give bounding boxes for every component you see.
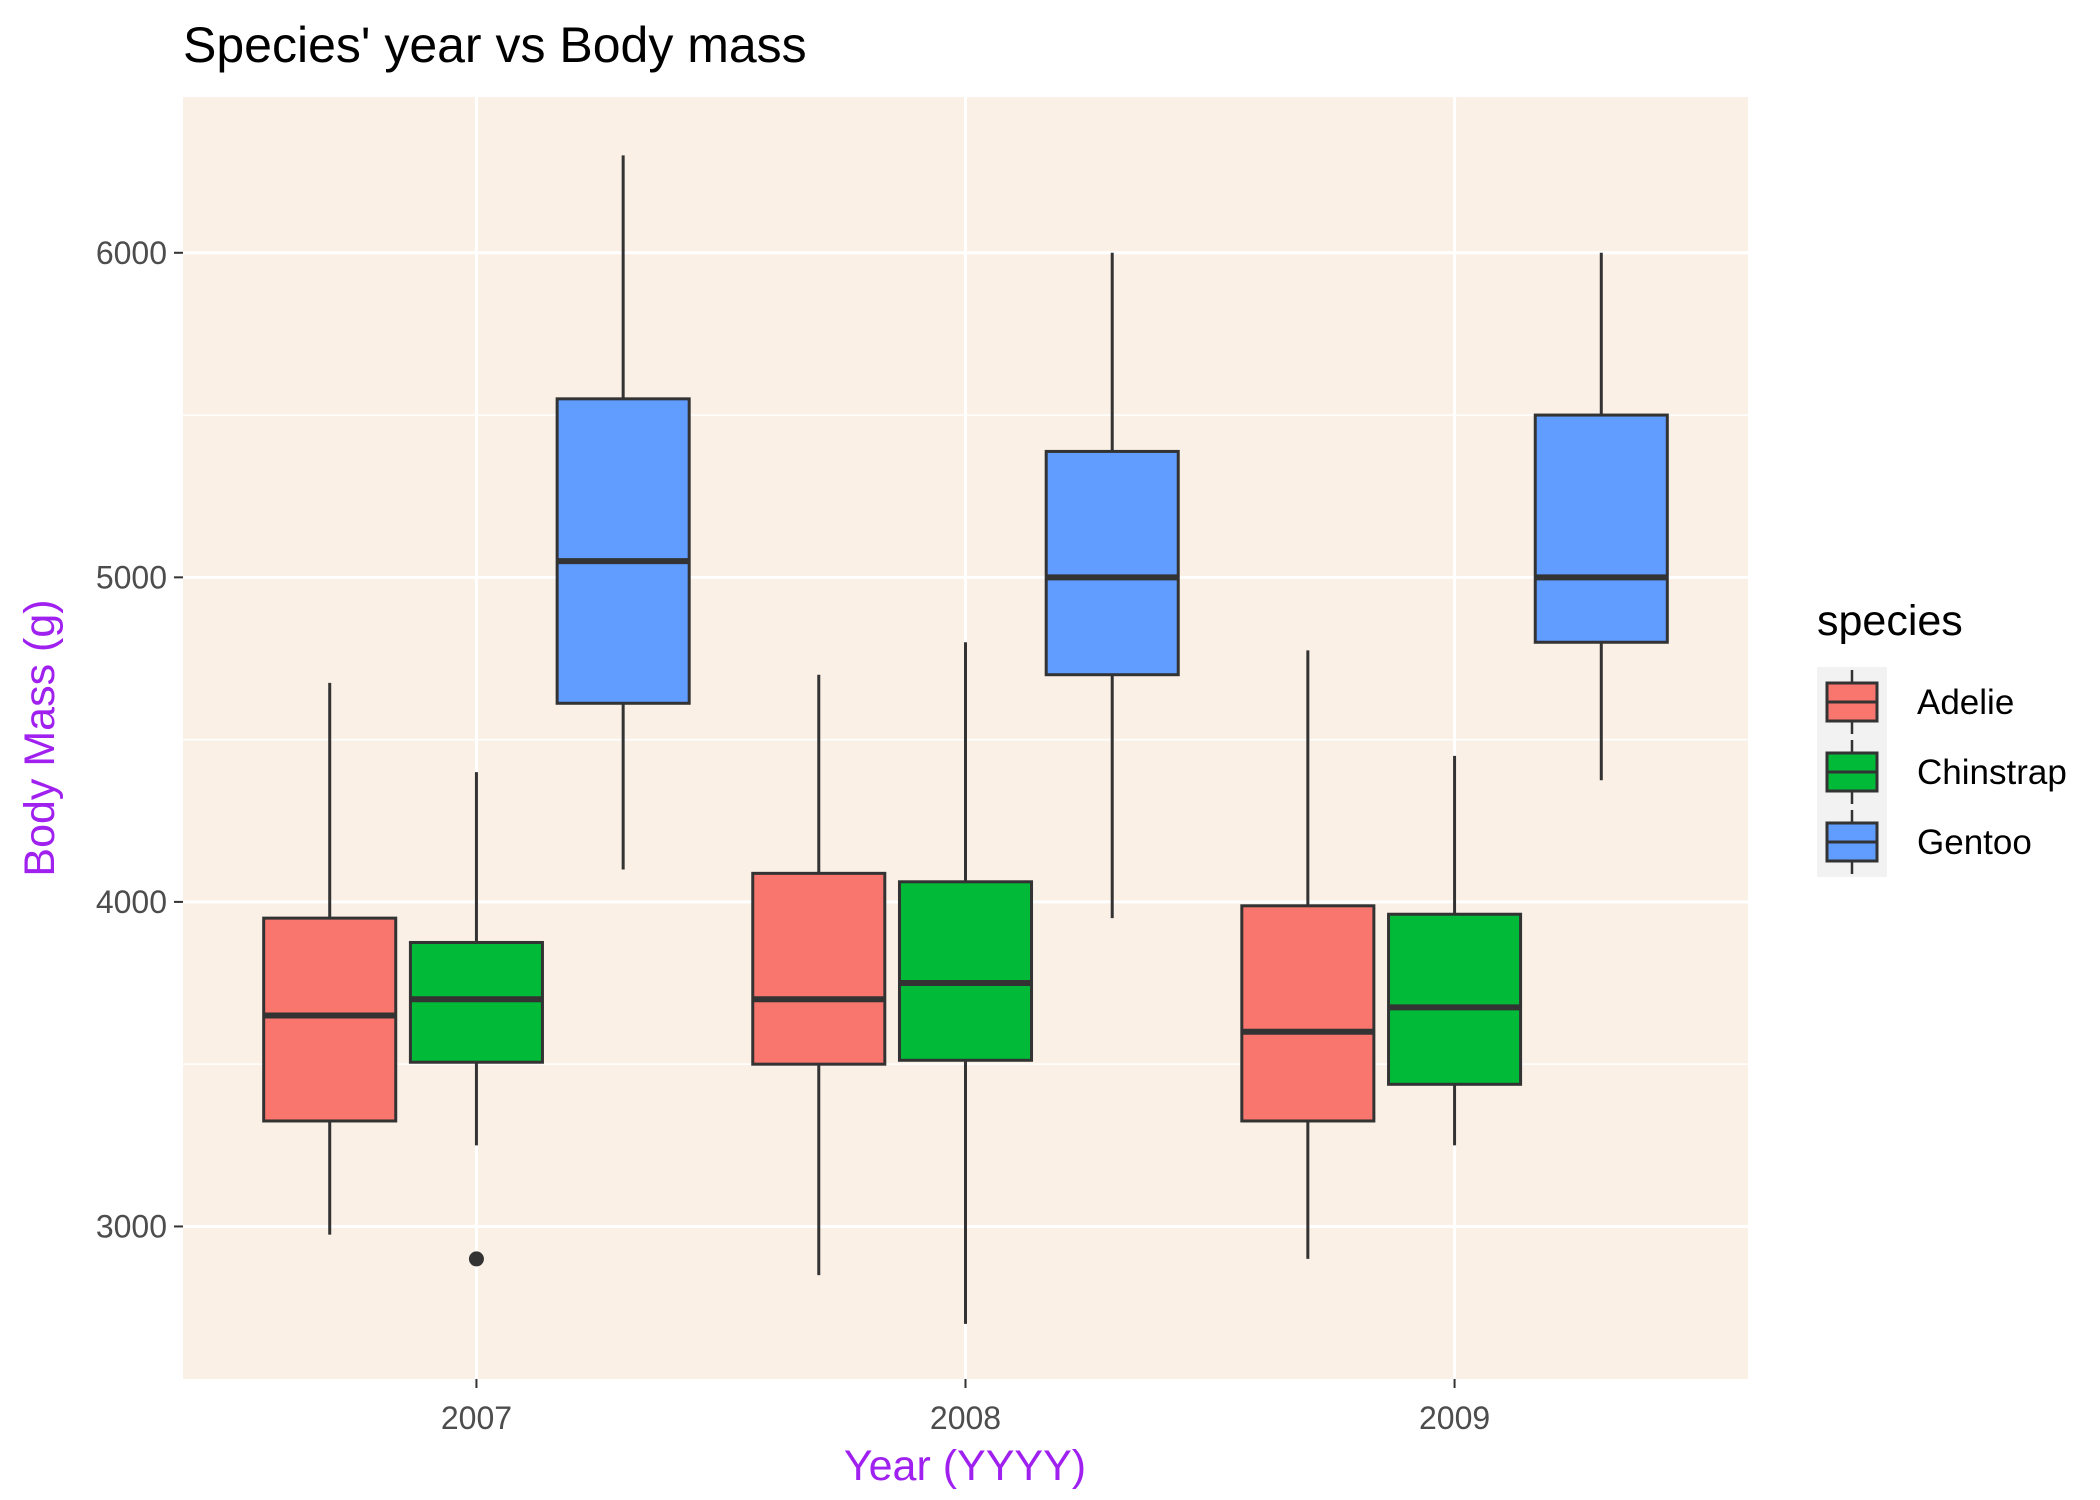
chart-title: Species' year vs Body mass (183, 17, 807, 73)
x-tick-label: 2007 (441, 1400, 512, 1436)
x-axis-title: Year (YYYY) (844, 1442, 1086, 1490)
y-tick-label: 4000 (96, 884, 167, 920)
legend-title: species (1817, 597, 1963, 645)
outlier-point (468, 1251, 484, 1267)
box-chinstrap-2009 (1387, 755, 1523, 1146)
box-gentoo-2009 (1533, 252, 1669, 781)
legend-item-chinstrap: Chinstrap (1817, 737, 2067, 807)
box-iqr (262, 916, 398, 1123)
series-adelie (262, 650, 1376, 1276)
box-chinstrap-2007 (408, 772, 544, 1267)
y-axis-title: Body Mass (g) (16, 599, 64, 876)
series-chinstrap (408, 642, 1523, 1324)
box-iqr (1044, 449, 1180, 677)
box-iqr (897, 880, 1034, 1062)
legend: species Adelie Chinstrap Gentoo (1817, 597, 2067, 877)
x-axis-ticks: 2007 2008 2009 (441, 1379, 1490, 1436)
legend-item-gentoo: Gentoo (1817, 807, 2032, 877)
y-tick-label: 6000 (96, 235, 167, 271)
box-iqr (751, 871, 887, 1066)
box-adelie-2008 (751, 674, 887, 1276)
x-tick-label: 2008 (930, 1400, 1001, 1436)
box-adelie-2009 (1240, 650, 1376, 1259)
x-tick-label: 2009 (1419, 1400, 1490, 1436)
y-axis-ticks: 3000 4000 5000 6000 (96, 235, 183, 1244)
boxplot-series (262, 155, 1669, 1324)
y-tick-label: 5000 (96, 559, 167, 595)
box-chinstrap-2008 (897, 642, 1034, 1324)
box-iqr (408, 940, 544, 1064)
box-gentoo-2008 (1044, 252, 1180, 919)
box-iqr (555, 397, 691, 705)
legend-label: Chinstrap (1917, 753, 2067, 792)
box-iqr (1533, 413, 1669, 644)
y-tick-label: 3000 (96, 1208, 167, 1244)
box-adelie-2007 (262, 682, 398, 1235)
legend-label: Gentoo (1917, 823, 2032, 862)
legend-label: Adelie (1917, 683, 2014, 722)
series-gentoo (555, 155, 1669, 919)
box-iqr (1240, 904, 1376, 1123)
box-iqr (1387, 912, 1523, 1086)
legend-item-adelie: Adelie (1817, 667, 2014, 737)
box-gentoo-2007 (555, 155, 691, 870)
